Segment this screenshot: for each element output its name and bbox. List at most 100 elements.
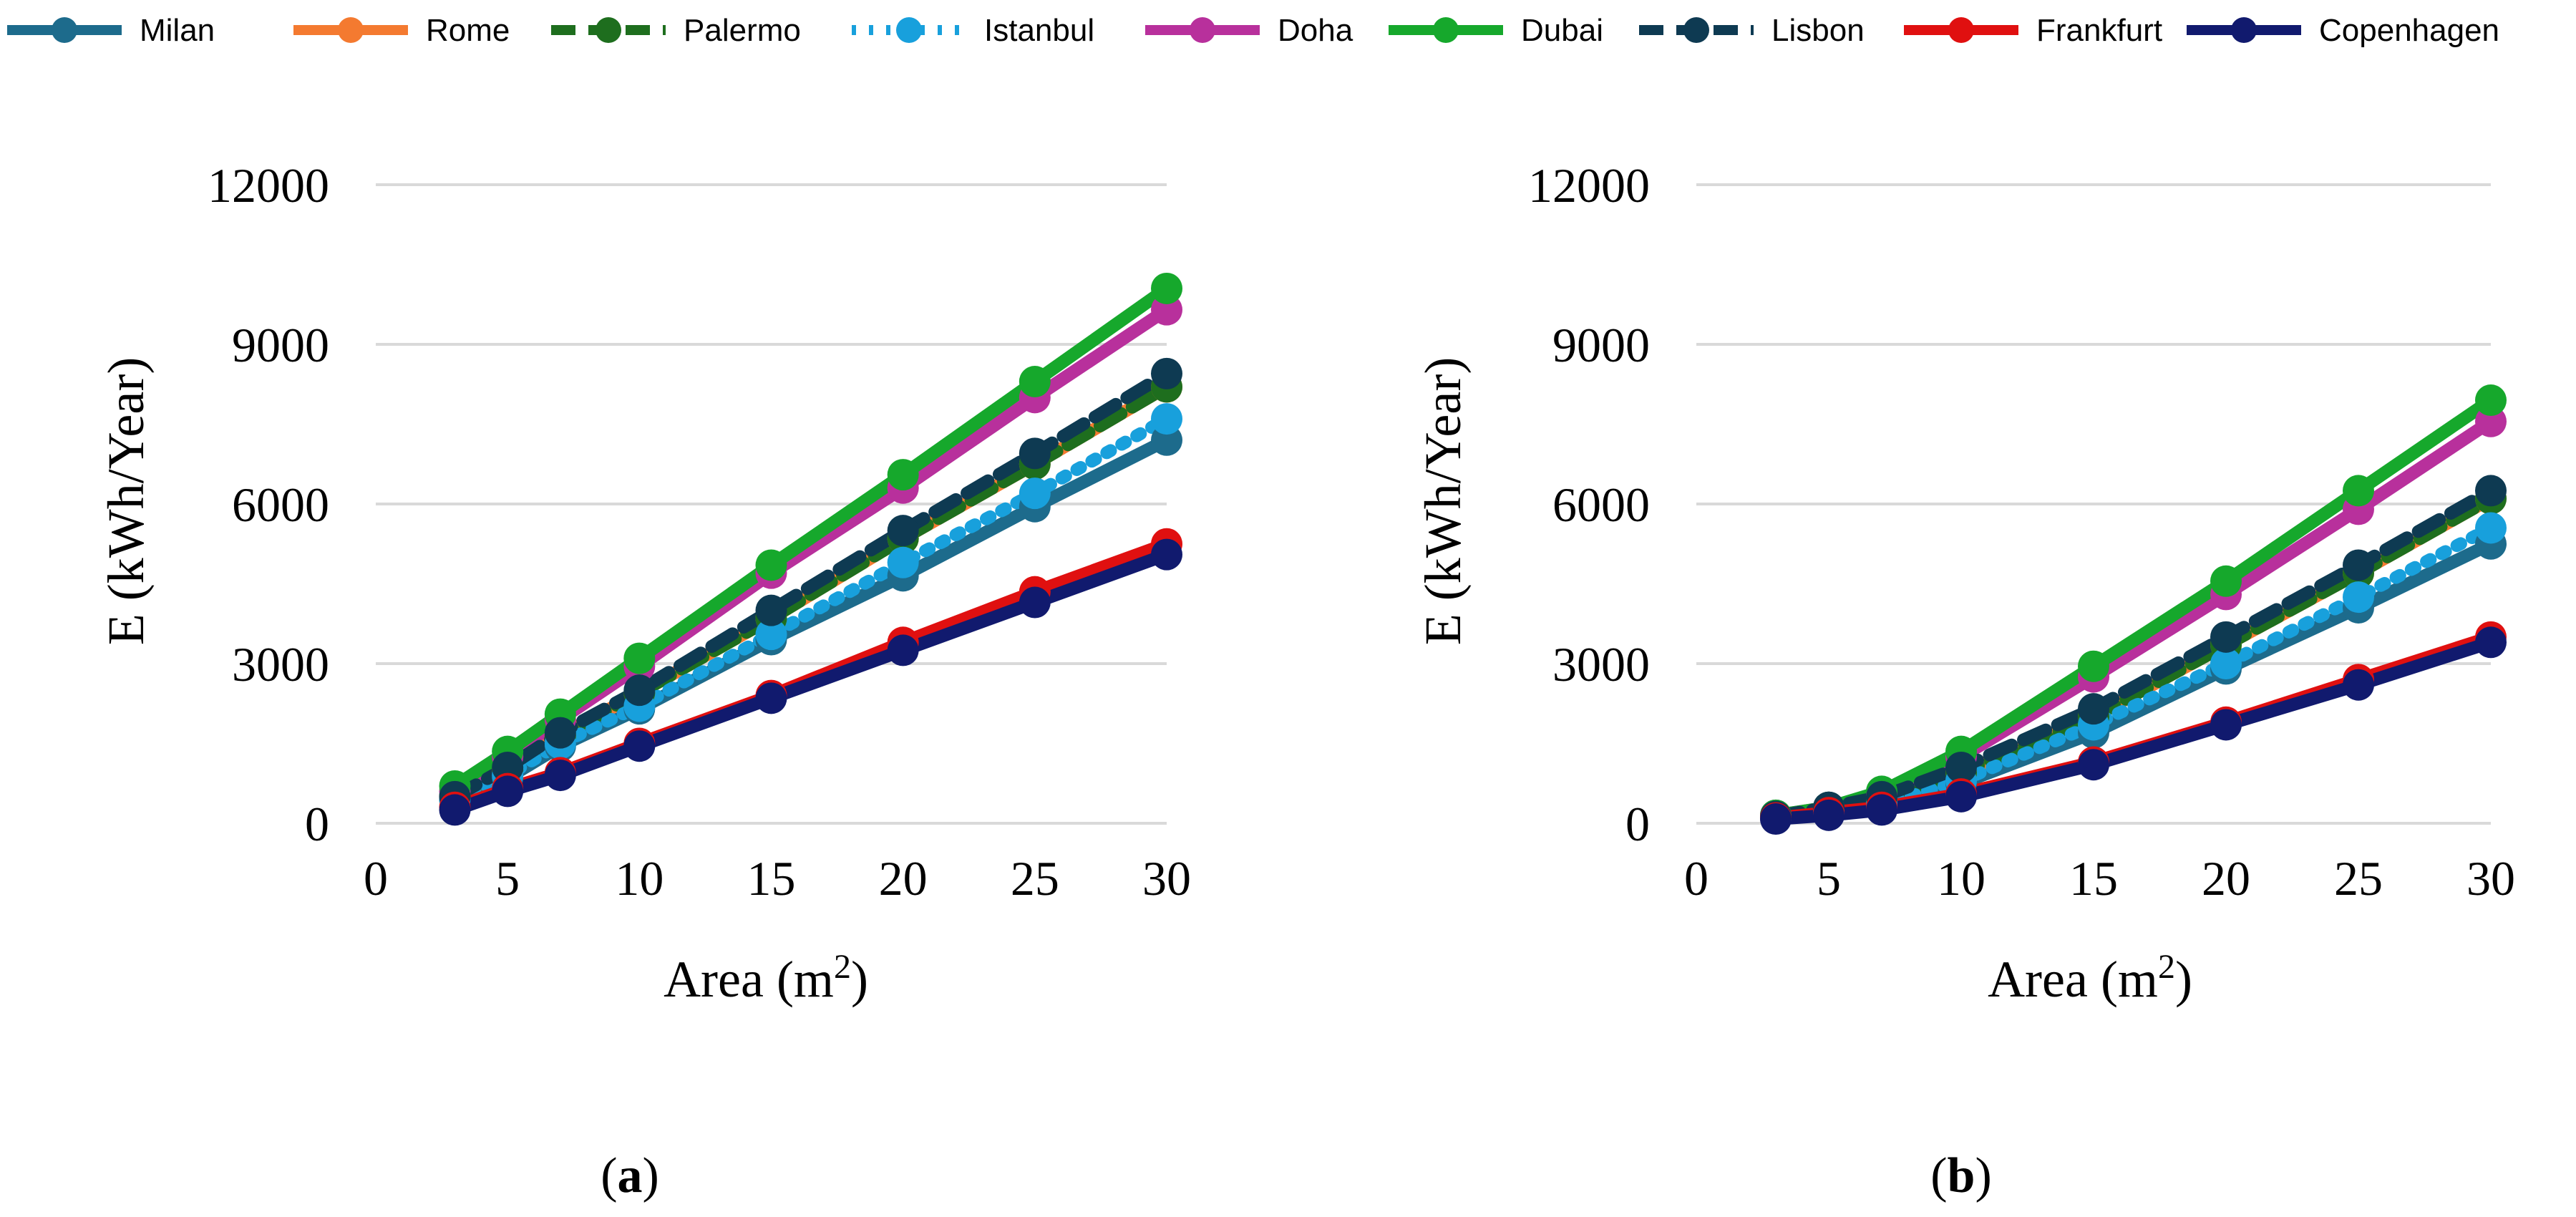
y-tick-label: 0 — [1625, 797, 1650, 851]
point-istanbul — [2475, 512, 2507, 544]
point-istanbul — [2210, 648, 2242, 679]
y-tick-labels: 0 3000 6000 9000 12000 — [208, 158, 329, 851]
legend-item-palermo: Palermo — [551, 13, 801, 48]
point-copenhagen — [887, 634, 919, 666]
point-dubai — [623, 642, 656, 674]
legend-swatch-marker — [2231, 17, 2257, 43]
legend-swatch-marker — [1948, 17, 1974, 43]
point-lisbon — [544, 717, 576, 749]
legend-swatch-marker — [1683, 17, 1709, 43]
point-dubai — [755, 549, 787, 581]
legend-swatch-marker — [1190, 17, 1215, 43]
point-istanbul — [887, 546, 919, 578]
legend-item-istanbul: Istanbul — [852, 13, 1094, 48]
y-tick-label: 3000 — [1552, 637, 1650, 692]
legend: Milan Rome Palermo Istanbul Doha Dubai Lisbon F… — [7, 13, 2499, 48]
point-istanbul — [1019, 477, 1051, 510]
panel-label-b: (b) — [1930, 1148, 1992, 1203]
point-dubai — [2475, 384, 2507, 417]
legend-label: Dubai — [1521, 13, 1603, 48]
x-tick-label: 15 — [747, 851, 796, 906]
legend-label: Milan — [140, 13, 215, 48]
point-dubai — [1019, 366, 1051, 398]
point-lisbon — [2210, 621, 2242, 653]
point-lisbon — [2078, 693, 2109, 725]
point-lisbon — [623, 674, 656, 707]
point-copenhagen — [2210, 709, 2242, 741]
point-copenhagen — [1945, 780, 1977, 813]
legend-label: Copenhagen — [2319, 13, 2499, 48]
x-tick-labels: 0 5 10 15 20 25 30 — [1684, 851, 2515, 906]
point-lisbon — [2475, 475, 2507, 507]
legend-label: Rome — [426, 13, 510, 48]
x-tick-label: 20 — [2202, 851, 2250, 906]
point-copenhagen — [2078, 749, 2109, 781]
point-copenhagen — [492, 775, 524, 808]
legend-label: Istanbul — [984, 13, 1094, 48]
x-tick-label: 15 — [2069, 851, 2118, 906]
point-copenhagen — [1813, 799, 1844, 831]
point-istanbul — [1151, 403, 1182, 435]
series-lines — [1769, 394, 2497, 826]
x-tick-label: 25 — [1011, 851, 1059, 906]
legend-label: Palermo — [684, 13, 801, 48]
point-copenhagen — [2343, 669, 2374, 701]
x-tick-label: 0 — [1684, 851, 1709, 906]
legend-item-copenhagen: Copenhagen — [2187, 13, 2499, 48]
point-istanbul — [755, 619, 787, 651]
x-tick-label: 10 — [615, 851, 664, 906]
legend-label: Frankfurt — [2036, 13, 2162, 48]
x-tick-label: 30 — [1142, 851, 1191, 906]
legend-swatch-marker — [596, 17, 621, 43]
point-copenhagen — [544, 760, 576, 792]
x-tick-label: 5 — [495, 851, 520, 906]
legend-item-frankfurt: Frankfurt — [1904, 13, 2162, 48]
y-tick-label: 6000 — [1552, 477, 1650, 532]
legend-item-doha: Doha — [1145, 13, 1353, 48]
legend-label: Lisbon — [1771, 13, 1865, 48]
legend-swatch-marker — [52, 17, 77, 43]
series-markers — [1760, 384, 2507, 835]
x-tick-label: 30 — [2466, 851, 2515, 906]
y-tick-label: 12000 — [1528, 158, 1650, 213]
x-axis-title: Area (m2) — [664, 948, 868, 1008]
y-tick-label: 6000 — [232, 477, 329, 532]
point-lisbon — [1019, 437, 1051, 470]
point-dubai — [1151, 272, 1182, 304]
chart-panel-b: 0 3000 6000 9000 12000 0 5 10 15 20 25 30 E (kWh/Y… — [1414, 158, 2515, 1203]
point-dubai — [2210, 565, 2242, 597]
legend-item-dubai: Dubai — [1389, 13, 1603, 48]
point-dubai — [2078, 650, 2109, 682]
x-tick-label: 0 — [364, 851, 388, 906]
point-copenhagen — [2475, 626, 2507, 659]
legend-swatch-marker — [338, 17, 364, 43]
y-axis-title: E (kWh/Year) — [97, 357, 155, 646]
point-copenhagen — [1760, 803, 1792, 835]
point-lisbon — [755, 594, 787, 626]
point-copenhagen — [1151, 538, 1182, 571]
point-dubai — [2343, 475, 2374, 507]
y-axis-title: E (kWh/Year) — [1414, 357, 1472, 646]
point-lisbon — [2343, 549, 2374, 581]
point-copenhagen — [1019, 586, 1051, 619]
point-dubai — [887, 459, 919, 491]
legend-swatch-marker — [896, 17, 922, 43]
x-tick-label: 10 — [1937, 851, 1986, 906]
y-tick-label: 12000 — [208, 158, 329, 213]
legend-label: Doha — [1278, 13, 1353, 48]
x-tick-label: 5 — [1817, 851, 1841, 906]
legend-item-rome: Rome — [293, 13, 510, 48]
x-tick-label: 25 — [2334, 851, 2383, 906]
legend-swatch-marker — [1433, 17, 1459, 43]
panel-label-a: (a) — [601, 1148, 659, 1203]
point-copenhagen — [623, 730, 656, 762]
point-istanbul — [2343, 581, 2374, 614]
point-lisbon — [1151, 357, 1182, 389]
legend-item-milan: Milan — [7, 13, 215, 48]
point-lisbon — [887, 515, 919, 547]
chart-panel-a: 0 3000 6000 9000 12000 0 5 10 15 20 25 30 E (kWh/Y… — [97, 158, 1191, 1203]
x-tick-label: 20 — [879, 851, 928, 906]
y-tick-label: 9000 — [232, 318, 329, 372]
series-markers — [439, 272, 1182, 826]
